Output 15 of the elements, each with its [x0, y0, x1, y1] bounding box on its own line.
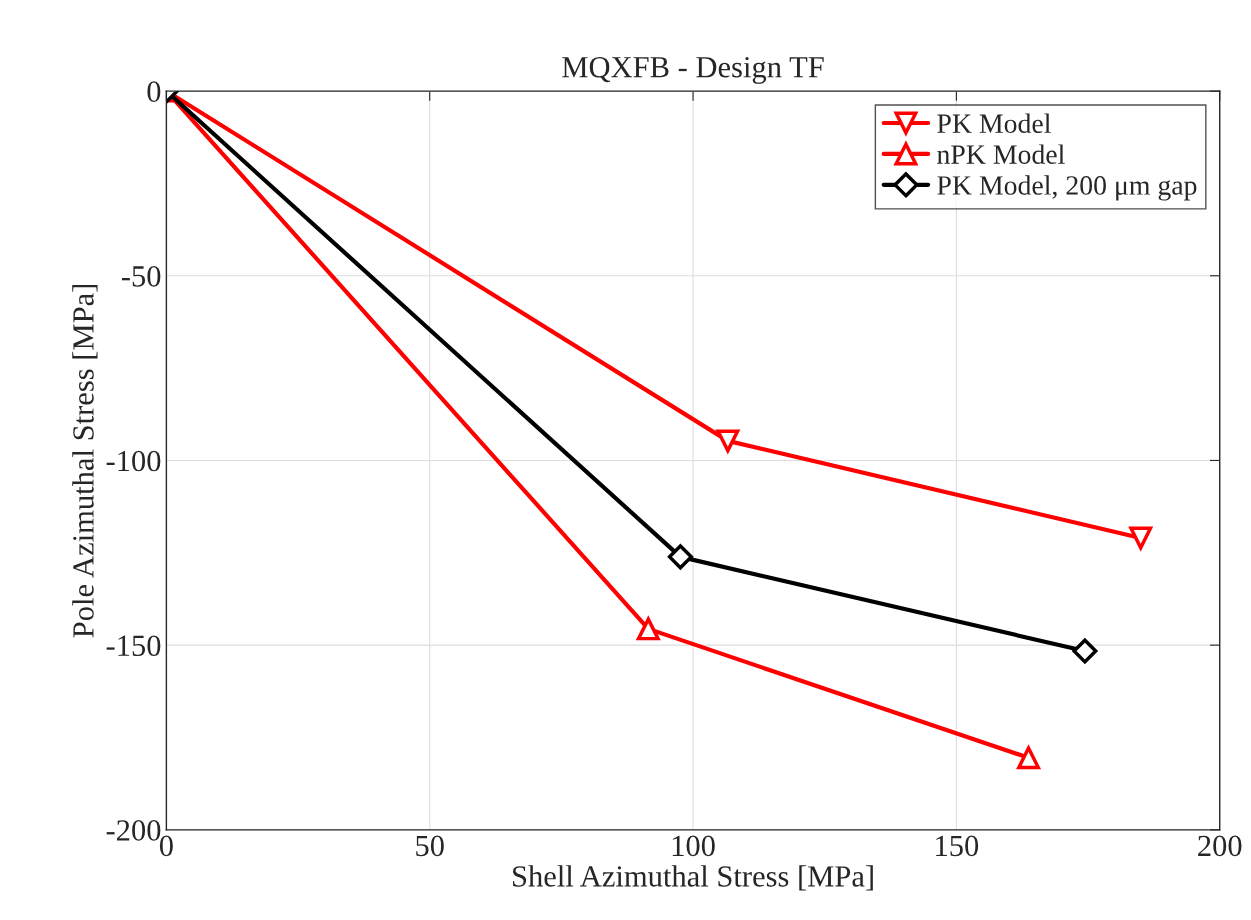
legend-label: PK Model [937, 113, 1051, 134]
legend-label: nPK Model [937, 144, 1065, 164]
x-axis-title: Shell Azimuthal Stress [MPa] [513, 865, 873, 891]
y-tick-label: -200 [106, 820, 161, 841]
x-tick-label: 150 [936, 835, 979, 857]
chart-title: MQXFB - Design TF [562, 56, 824, 84]
x-tick-label: 50 [416, 835, 444, 857]
x-tick-label: 200 [1198, 835, 1242, 857]
legend-label: PK Model, 200 μm gap [937, 175, 1197, 201]
y-tick-label: 0 [147, 81, 161, 102]
y-tick-label: -100 [106, 450, 161, 472]
y-axis-title: Pole Azimuthal Stress [MPa] [72, 284, 98, 638]
x-tick-label: 100 [672, 835, 715, 857]
y-tick-label: -50 [121, 266, 161, 287]
y-tick-label: -150 [106, 635, 161, 657]
